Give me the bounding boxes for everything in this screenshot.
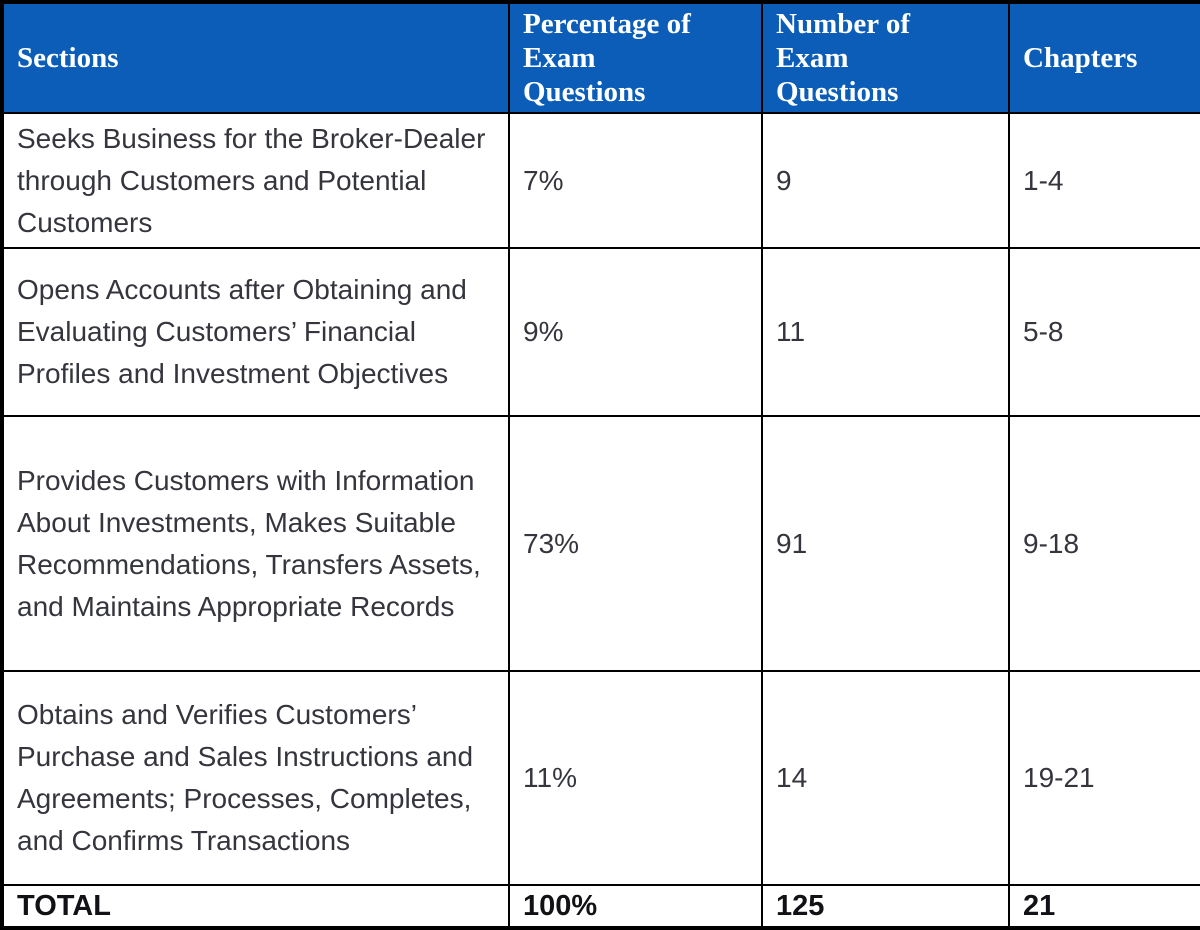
header-cell-number: Number of Exam Questions [761,1,1010,114]
header-cell-sections: Sections [1,1,510,114]
table-row: Obtains and Verifies Customers’ Purchase… [1,669,1200,886]
section-cell: Provides Customers with Information Abou… [1,415,510,672]
chapters-cell: 9-18 [1008,415,1200,672]
section-cell: Obtains and Verifies Customers’ Purchase… [1,669,510,886]
percentage-cell: 9% [508,247,763,418]
table-header: Sections Percentage of Exam Questions Nu… [1,1,1200,114]
table-row: Opens Accounts after Obtaining and Evalu… [1,247,1200,418]
chapters-cell: 19-21 [1008,669,1200,886]
total-percentage-cell: 100% [508,883,763,930]
question-count-cell: 14 [761,669,1010,886]
header-cell-chapters: Chapters [1008,1,1200,114]
question-count-cell: 91 [761,415,1010,672]
percentage-cell: 7% [508,111,763,250]
chapters-cell: 5-8 [1008,247,1200,418]
header-cell-percentage: Percentage of Exam Questions [508,1,763,114]
percentage-cell: 73% [508,415,763,672]
question-count-cell: 9 [761,111,1010,250]
section-cell: Opens Accounts after Obtaining and Evalu… [1,247,510,418]
table-row: Provides Customers with Information Abou… [1,415,1200,672]
header-row: Sections Percentage of Exam Questions Nu… [1,1,1200,114]
table-row: Seeks Business for the Broker-Dealer thr… [1,111,1200,250]
total-question-count-cell: 125 [761,883,1010,930]
table-body: Seeks Business for the Broker-Dealer thr… [1,111,1200,930]
chapters-cell: 1-4 [1008,111,1200,250]
section-cell: Seeks Business for the Broker-Dealer thr… [1,111,510,250]
percentage-cell: 11% [508,669,763,886]
total-chapters-cell: 21 [1008,883,1200,930]
total-label-cell: TOTAL [1,883,510,930]
total-row: TOTAL 100% 125 21 [1,883,1200,930]
question-count-cell: 11 [761,247,1010,418]
